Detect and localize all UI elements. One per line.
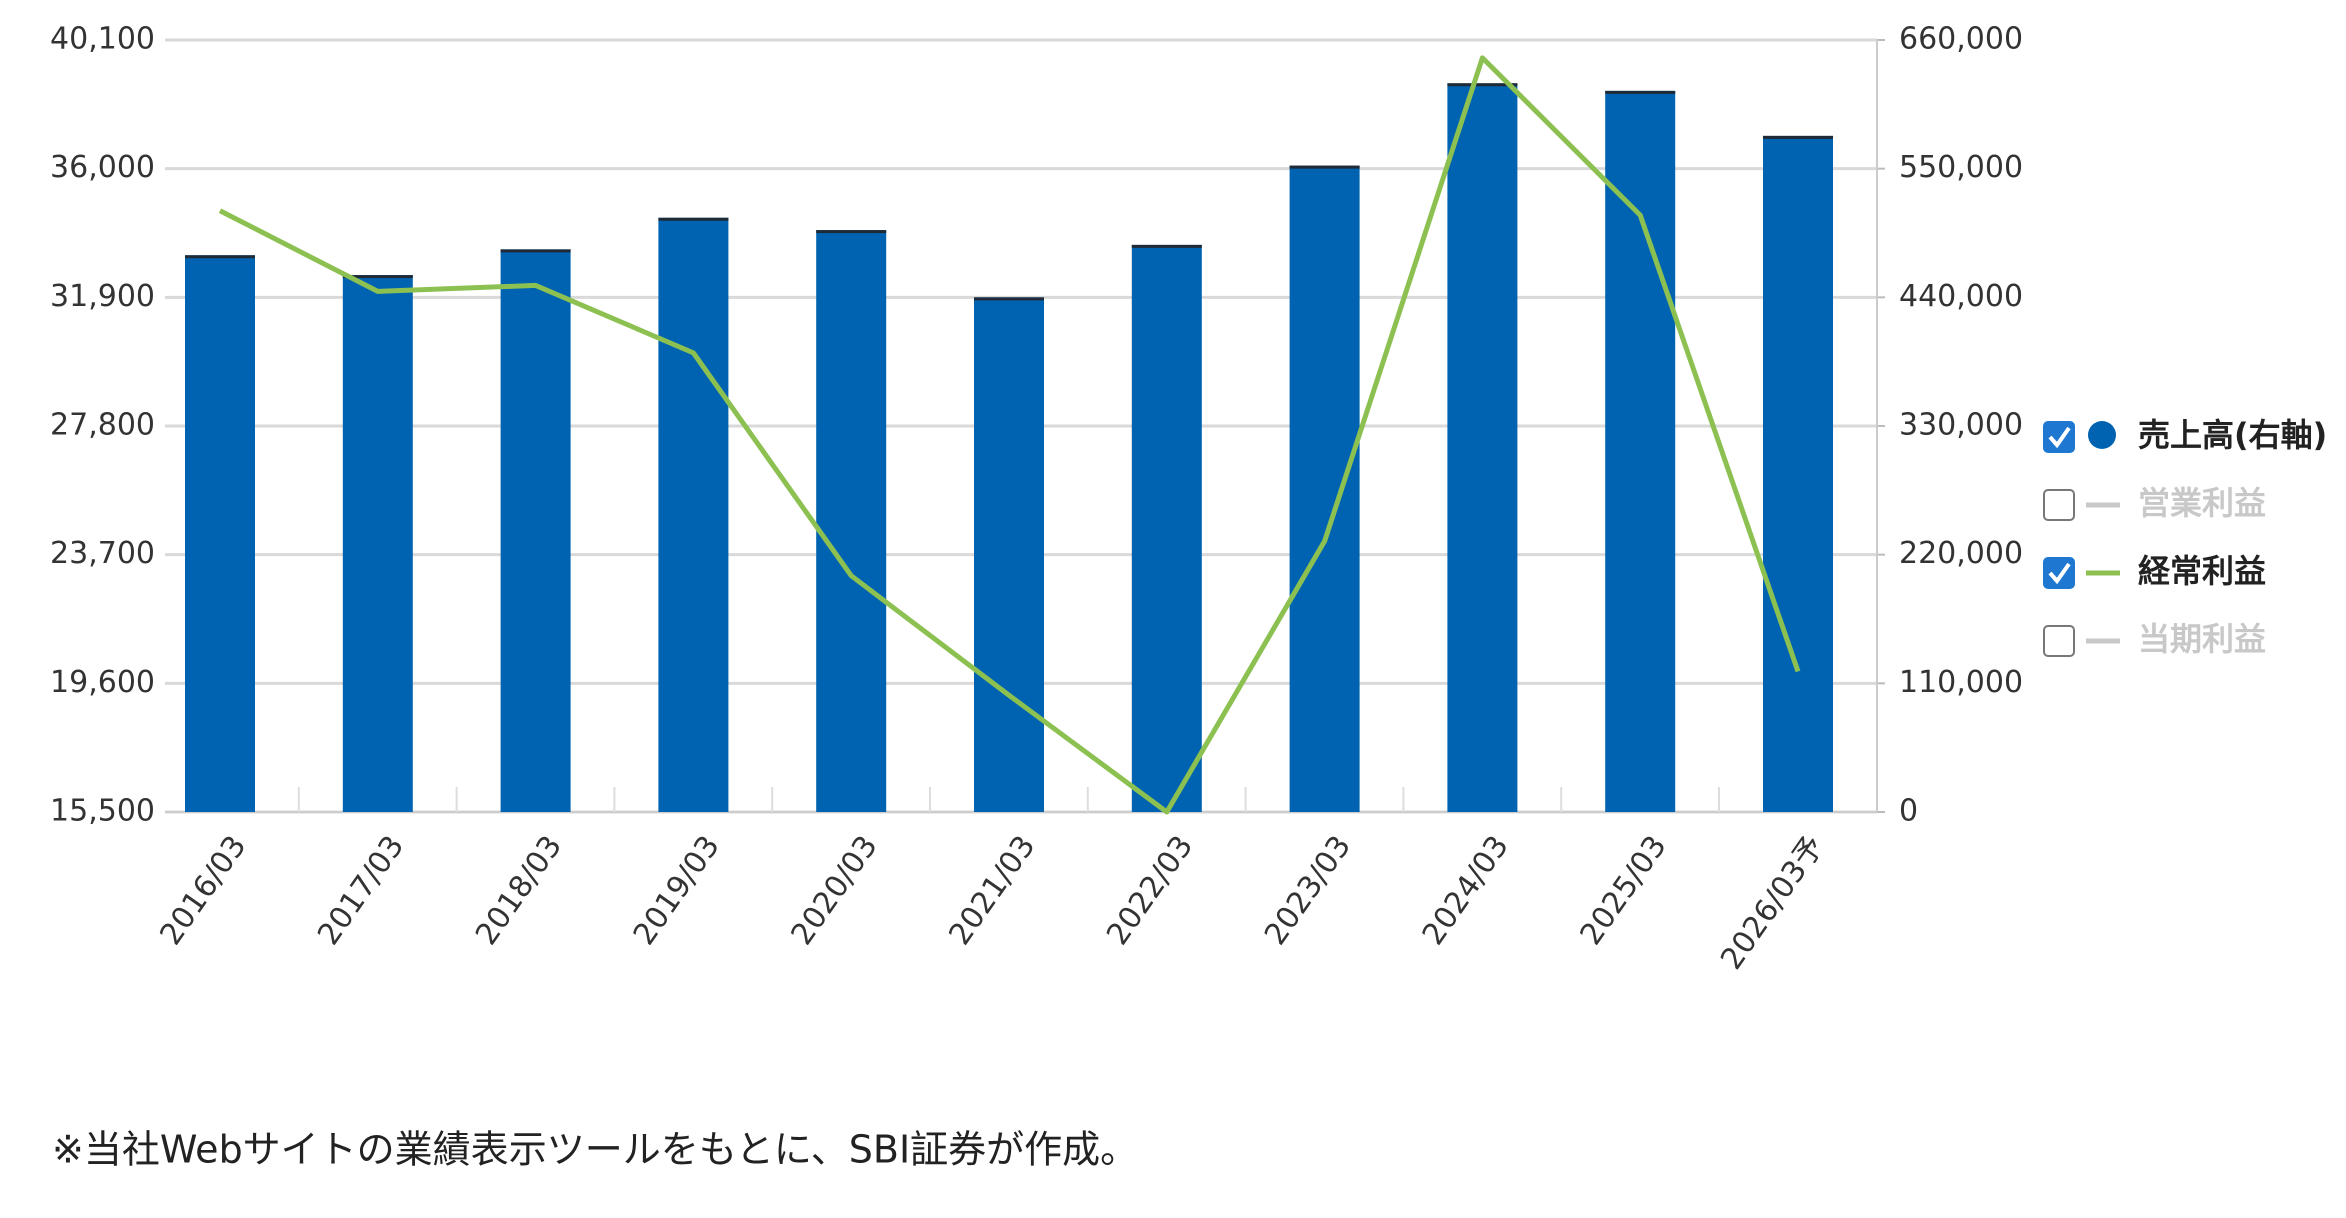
check-mark [2048, 426, 2071, 449]
x-tick-label: 2022/03 [1100, 829, 1200, 951]
y-tick-label: 23,700 [50, 536, 155, 571]
x-tick-label: 2020/03 [785, 829, 885, 951]
legend-checkbox [2043, 625, 2075, 657]
bar [658, 217, 729, 812]
legend-item[interactable]: 経常利益 [2043, 552, 2266, 590]
y-tick-label: 31,900 [50, 279, 155, 314]
bar [1289, 165, 1360, 812]
bar [500, 249, 571, 813]
legend-checkbox [2043, 421, 2075, 453]
legend-item[interactable]: 売上高(右軸) [2043, 416, 2327, 454]
y2-tick-label: 330,000 [1899, 408, 2023, 443]
legend-checkbox [2043, 489, 2075, 521]
y2-tick-label: 220,000 [1899, 536, 2023, 571]
bar [974, 297, 1044, 812]
y2-tick-label: 660,000 [1899, 22, 2023, 57]
x-tick-label: 2016/03 [153, 829, 253, 951]
bar [342, 275, 413, 812]
y-tick-label: 36,000 [50, 150, 155, 185]
x-tick-label: 2025/03 [1574, 829, 1674, 951]
check-mark [2048, 562, 2071, 585]
y2-tick-label: 0 [1899, 794, 1918, 829]
y-tick-label: 15,500 [50, 794, 155, 829]
legend-label: 売上高(右軸) [2138, 416, 2327, 454]
y2-tick-label: 110,000 [1899, 665, 2023, 700]
y-tick-label: 19,600 [50, 665, 155, 700]
x-tick-label: 2019/03 [627, 829, 727, 951]
footnote: ※当社Webサイトの業績表示ツールをもとに、SBI証券が作成。 [52, 1128, 1138, 1172]
y2-tick-label: 440,000 [1899, 279, 2023, 314]
line [218, 55, 1801, 815]
legend-item[interactable]: 当期利益 [2043, 620, 2266, 658]
x-tick-label: 2021/03 [942, 829, 1042, 951]
legend-checkbox [2043, 557, 2075, 589]
x-tick-label: 2026/03予 [1714, 829, 1831, 976]
bar [1763, 135, 1833, 812]
bar [185, 255, 255, 812]
bar [1605, 90, 1676, 812]
bar [1131, 244, 1202, 812]
bar [816, 230, 887, 813]
bar [1447, 83, 1518, 812]
legend-label: 営業利益 [2138, 484, 2266, 522]
x-tick-label: 2017/03 [311, 829, 411, 951]
x-tick-label: 2024/03 [1416, 829, 1516, 951]
y-tick-label: 27,800 [50, 408, 155, 443]
y2-tick-label: 550,000 [1899, 150, 2023, 185]
y-tick-label: 40,100 [50, 22, 155, 57]
legend-item[interactable]: 営業利益 [2043, 484, 2266, 522]
legend-label: 当期利益 [2138, 620, 2266, 658]
legend-symbol [2088, 421, 2116, 449]
x-tick-label: 2018/03 [469, 829, 569, 951]
x-tick-label: 2023/03 [1258, 829, 1358, 951]
legend-label: 経常利益 [2138, 552, 2266, 590]
